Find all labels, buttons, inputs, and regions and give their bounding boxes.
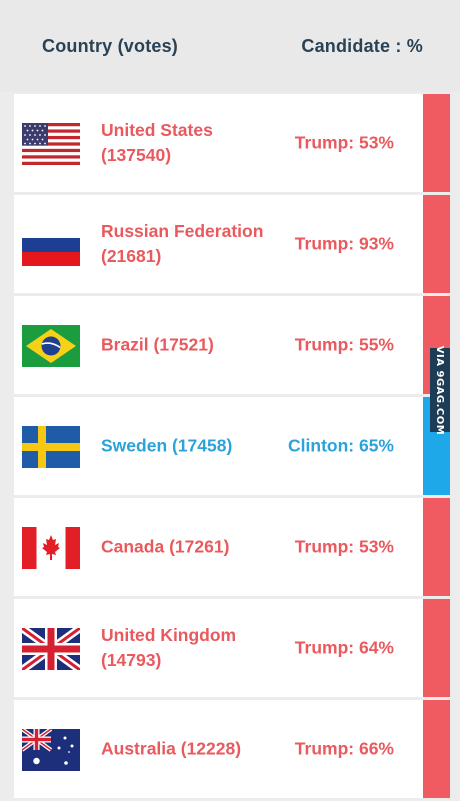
country-name: Australia (12228) <box>101 738 242 759</box>
russia-flag-icon <box>22 224 80 266</box>
us-flag-icon <box>22 123 80 165</box>
canada-flag-icon <box>22 527 80 569</box>
country-name: Russian Federation (21681) <box>101 221 264 266</box>
candidate-percent: Clinton: 65% <box>288 435 394 456</box>
result-row-australia[interactable]: Australia (12228) Trump: 66% <box>14 700 450 798</box>
result-row-brazil[interactable]: Brazil (17521) Trump: 55% <box>14 296 450 394</box>
result-color-stripe <box>423 700 450 798</box>
candidate-percent: Trump: 53% <box>294 132 394 153</box>
watermark-badge: VIA 9GAG.COM <box>430 345 450 435</box>
country-name: United States (137540) <box>101 120 213 165</box>
result-row-sweden[interactable]: Sweden (17458) Clinton: 65% <box>14 397 450 495</box>
result-row-united-states[interactable]: United States (137540) Trump: 53% <box>14 94 450 192</box>
country-name: Brazil (17521) <box>101 334 214 355</box>
result-color-stripe <box>423 94 450 192</box>
sweden-flag-icon <box>22 426 80 468</box>
results-list: United States (137540) Trump: 53% Russia… <box>14 94 450 801</box>
candidate-column-header: Candidate : % <box>301 36 423 56</box>
table-header: Country (votes) Candidate : % <box>0 0 460 92</box>
country-column-header: Country (votes) <box>42 36 179 56</box>
candidate-percent: Trump: 53% <box>294 536 394 557</box>
country-name: Canada (17261) <box>101 536 230 557</box>
country-name: United Kingdom (14793) <box>101 625 237 670</box>
result-row-russian-federation[interactable]: Russian Federation (21681) Trump: 93% <box>14 195 450 293</box>
result-color-stripe <box>423 195 450 293</box>
result-color-stripe <box>423 599 450 697</box>
brazil-flag-icon <box>22 325 80 367</box>
result-row-united-kingdom[interactable]: United Kingdom (14793) Trump: 64% <box>14 599 450 697</box>
result-color-stripe <box>423 498 450 596</box>
country-name: Sweden (17458) <box>101 435 233 456</box>
watermark-text: VIA 9GAG.COM <box>434 345 446 435</box>
uk-flag-icon <box>22 628 80 670</box>
candidate-percent: Trump: 64% <box>294 637 394 658</box>
result-row-canada[interactable]: Canada (17261) Trump: 53% <box>14 498 450 596</box>
candidate-percent: Trump: 55% <box>294 334 394 355</box>
candidate-percent: Trump: 93% <box>294 233 394 254</box>
australia-flag-icon <box>22 729 80 771</box>
candidate-percent: Trump: 66% <box>294 738 394 759</box>
